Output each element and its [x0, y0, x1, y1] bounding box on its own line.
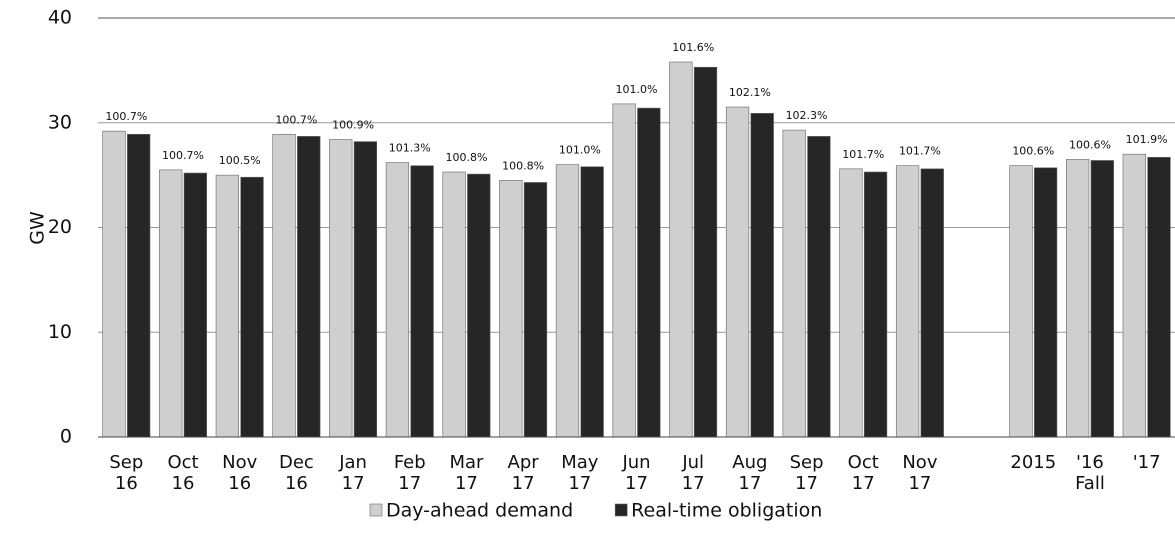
bar — [215, 174, 240, 438]
x-tick-label: Jan 17 — [338, 452, 367, 494]
bar — [580, 166, 604, 438]
x-tick-label: Nov 16 — [222, 452, 257, 494]
group-label: Fall — [1075, 473, 1105, 494]
x-tick-label: Apr 17 — [508, 452, 540, 494]
bar — [1090, 160, 1114, 438]
x-tick-label: Feb 17 — [394, 452, 426, 494]
x-tick-label: Aug 17 — [732, 452, 767, 494]
y-axis-label: GW — [27, 211, 49, 245]
x-tick-label: Sep 17 — [790, 452, 824, 494]
bar — [523, 182, 548, 438]
y-tick-label: 40 — [48, 7, 72, 29]
bar — [127, 133, 151, 438]
bar — [839, 168, 863, 438]
x-tick-label: 2015 — [1010, 452, 1056, 473]
bar — [499, 180, 523, 438]
bar — [353, 141, 378, 438]
bar — [669, 61, 693, 438]
ratio-label: 100.7% — [275, 113, 317, 126]
bar — [637, 107, 661, 438]
ratio-label: 100.9% — [332, 119, 374, 132]
legend-swatch — [614, 503, 628, 517]
ratio-label: 100.8% — [445, 151, 487, 164]
ratio-label: 101.7% — [899, 145, 941, 158]
legend-swatch — [369, 503, 383, 517]
x-tick-label: '17 — [1133, 452, 1161, 473]
bar — [1122, 153, 1146, 438]
bar — [297, 136, 321, 438]
y-tick-label: 10 — [48, 321, 72, 343]
y-tick-label: 20 — [48, 216, 72, 238]
x-tick-label: Oct 17 — [848, 452, 879, 494]
bar — [750, 113, 774, 438]
bar — [329, 139, 353, 438]
ratio-label: 100.7% — [162, 149, 204, 162]
bar — [863, 171, 888, 438]
bar — [725, 106, 750, 438]
ratio-label: 102.1% — [729, 86, 771, 99]
ratio-label: 101.6% — [672, 41, 714, 54]
ratio-label: 100.7% — [105, 110, 147, 123]
bar — [1033, 167, 1058, 438]
ratio-label: 101.3% — [389, 142, 431, 155]
bar — [272, 133, 296, 438]
ratio-label: 102.3% — [786, 109, 828, 122]
bar — [612, 103, 636, 438]
x-tick-label: '16 — [1076, 452, 1104, 473]
bar — [555, 164, 580, 438]
x-tick-label: Jun 17 — [621, 452, 650, 494]
x-tick-label: Sep 16 — [109, 452, 143, 494]
ratio-label: 101.9% — [1126, 133, 1168, 146]
bar — [442, 171, 466, 438]
x-tick-label: Mar 17 — [449, 452, 484, 494]
ratio-label: 100.5% — [219, 154, 261, 167]
ratio-label: 100.6% — [1012, 145, 1054, 158]
y-tick-label: 0 — [60, 426, 72, 448]
bar — [183, 172, 208, 438]
bar — [782, 129, 806, 438]
bar — [1147, 157, 1171, 438]
bar — [920, 168, 944, 438]
ratio-label: 101.7% — [842, 148, 884, 161]
bar — [895, 165, 920, 438]
bar — [1009, 165, 1033, 438]
bar — [102, 130, 126, 438]
legend-label: Day-ahead demand — [386, 500, 573, 522]
x-tick-label: Oct 16 — [167, 452, 198, 494]
bar — [385, 162, 410, 438]
x-tick-label: Nov 17 — [902, 452, 937, 494]
bar — [240, 176, 264, 438]
bar — [693, 66, 718, 438]
ratio-label: 100.6% — [1069, 138, 1111, 151]
ratio-label: 101.0% — [616, 83, 658, 96]
x-tick-label: May 17 — [561, 452, 599, 494]
x-tick-label: Jul 17 — [681, 452, 704, 494]
bar — [410, 165, 434, 438]
bar — [1066, 159, 1090, 438]
bar — [159, 169, 183, 438]
bar — [807, 136, 831, 438]
ratio-label: 101.0% — [559, 144, 601, 157]
ratio-label: 100.8% — [502, 159, 544, 172]
y-tick-label: 30 — [48, 111, 72, 133]
bar — [467, 173, 491, 438]
legend-label: Real-time obligation — [631, 500, 822, 522]
x-tick-label: Dec 16 — [279, 452, 314, 494]
